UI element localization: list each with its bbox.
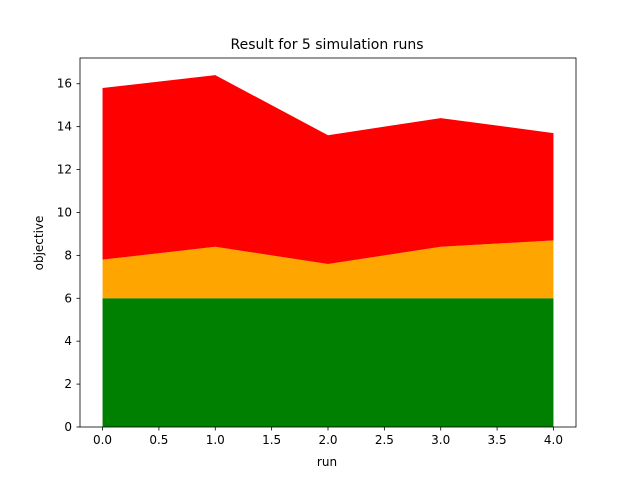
y-tick-label: 0 bbox=[64, 420, 72, 434]
x-tick-label: 4.0 bbox=[544, 433, 563, 447]
chart-title: Result for 5 simulation runs bbox=[231, 37, 424, 53]
x-axis: 0.0 0.5 1.0 1.5 2.0 2.5 3.0 3.5 4.0 bbox=[93, 427, 563, 447]
x-tick-label: 0.0 bbox=[93, 433, 112, 447]
y-tick-label: 4 bbox=[64, 334, 72, 348]
y-tick-label: 14 bbox=[57, 120, 72, 134]
x-tick-label: 2.5 bbox=[375, 433, 394, 447]
y-axis: 0 2 4 6 8 10 12 14 16 bbox=[57, 77, 80, 434]
y-tick-label: 8 bbox=[64, 248, 72, 262]
y-tick-label: 2 bbox=[64, 377, 72, 391]
y-tick-label: 6 bbox=[64, 291, 72, 305]
x-tick-label: 1.5 bbox=[262, 433, 281, 447]
area-series-1 bbox=[102, 298, 554, 427]
area-series-3 bbox=[102, 75, 554, 264]
y-axis-label: objective bbox=[32, 216, 46, 271]
y-tick-label: 12 bbox=[57, 163, 72, 177]
y-tick-label: 16 bbox=[57, 77, 72, 91]
area-series-2 bbox=[102, 240, 554, 299]
x-tick-label: 2.0 bbox=[318, 433, 337, 447]
y-tick-label: 10 bbox=[57, 205, 72, 219]
x-axis-label: run bbox=[317, 455, 337, 469]
x-tick-label: 3.0 bbox=[431, 433, 450, 447]
area-series-group bbox=[102, 75, 554, 427]
x-tick-label: 0.5 bbox=[149, 433, 168, 447]
x-tick-label: 1.0 bbox=[206, 433, 225, 447]
x-tick-label: 3.5 bbox=[488, 433, 507, 447]
